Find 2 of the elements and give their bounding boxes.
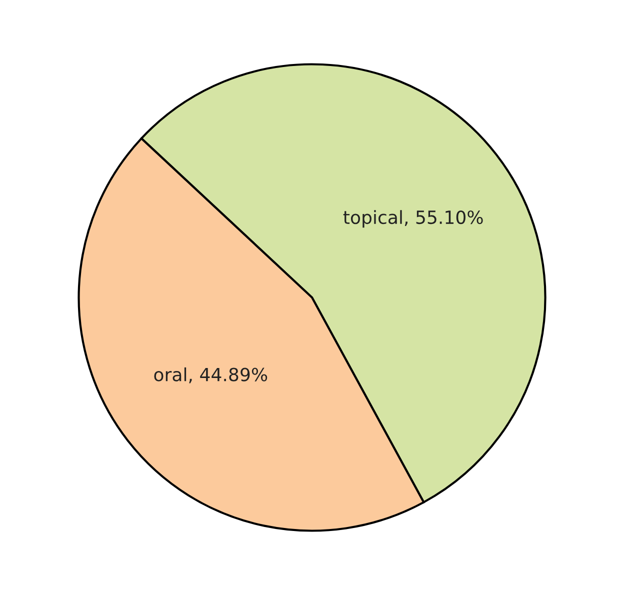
slice-label: oral, 44.89%	[154, 367, 268, 384]
slice-label: topical, 55.10%	[343, 210, 483, 228]
